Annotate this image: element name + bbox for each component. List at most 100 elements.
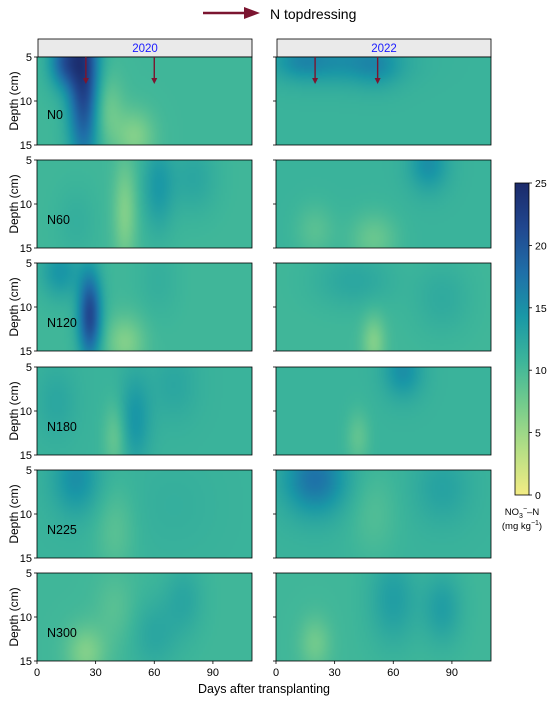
colorbar-label-main: NO: [505, 507, 519, 518]
y-tick-label: 5: [26, 52, 32, 64]
heatmap-image: [37, 367, 252, 455]
topdressing-legend: N topdressing: [203, 6, 356, 22]
topdressing-arrow-2022-day-20: [312, 57, 319, 84]
x-axis-2020: 0 30 60 90: [34, 661, 219, 679]
y-tick-label: 10: [20, 96, 32, 108]
x-axis-label: Days after transplanting: [198, 682, 330, 696]
topdressing-arrows: [82, 57, 381, 84]
y-axis-label: Depth (cm): [7, 71, 21, 130]
y-axis-row-3: 5 10 15 Depth (cm): [7, 258, 276, 358]
colorbar-label: NO3−–N: [505, 506, 540, 520]
y-axis-row-5: 5 10 15 Depth (cm): [7, 465, 276, 565]
x-tick-label: 60: [387, 667, 399, 679]
y-tick-label: 5: [26, 362, 32, 374]
colorbar-label-sub: 3: [519, 513, 523, 520]
x-tick-label: 30: [90, 667, 102, 679]
colorbar-tick-label: 10: [535, 365, 547, 377]
year-header-2022: 2022: [276, 38, 492, 58]
y-tick-label: 10: [20, 406, 32, 418]
y-tick-label: 5: [26, 155, 32, 167]
y-axis-label: Depth (cm): [7, 277, 21, 336]
heatmap-image: [37, 263, 252, 351]
heatmap-image: [37, 573, 252, 661]
panel-n0-2022: [275, 56, 492, 146]
panel-n0-2020: N0: [36, 56, 253, 146]
y-axes: 5 10 15 Depth (cm) 5 10 15 Depth (cm) 5 10 15 Depth…: [7, 52, 276, 668]
heatmap-image: [276, 573, 491, 661]
y-tick-label: 15: [20, 656, 32, 668]
topdressing-arrow-2020-day-60: [151, 57, 158, 84]
year-header-2020: 2020: [37, 38, 253, 58]
heatmap-image: [276, 57, 491, 145]
y-tick-label: 15: [20, 140, 32, 152]
colorbar-tick-label: 25: [535, 178, 547, 190]
heatmap-image: [276, 367, 491, 455]
x-axis-2022: 0 30 60 90: [273, 661, 458, 679]
treatment-label: N60: [47, 213, 70, 227]
panel-n180-2020: N180: [36, 366, 253, 456]
panel-n300-2020: N300: [36, 572, 253, 662]
y-axis-label: Depth (cm): [7, 174, 21, 233]
treatment-label: N180: [47, 420, 77, 434]
x-tick-label: 30: [329, 667, 341, 679]
colorbar-gradient: [514, 182, 530, 496]
x-tick-label: 0: [273, 667, 279, 679]
y-tick-label: 10: [20, 199, 32, 211]
y-tick-label: 15: [20, 243, 32, 255]
heatmap-image: [37, 57, 252, 145]
y-tick-label: 10: [20, 302, 32, 314]
y-tick-label: 15: [20, 346, 32, 358]
panel-n180-2022: [275, 366, 492, 456]
treatment-label: N0: [47, 108, 63, 122]
panel-n120-2020: N120: [36, 262, 253, 352]
colorbar-label-rest: –N: [527, 507, 539, 518]
heatmap-image: [276, 263, 491, 351]
y-tick-label: 5: [26, 568, 32, 580]
treatment-label: N225: [47, 523, 77, 537]
y-axis-row-1: 5 10 15 Depth (cm): [7, 52, 276, 152]
x-axes: 0 30 60 90 0 30 60 90: [34, 661, 458, 679]
colorbar-label-sup: −: [523, 506, 527, 513]
y-axis-row-6: 5 10 15 Depth (cm): [7, 568, 276, 668]
heatmap-image: [276, 470, 491, 558]
y-tick-label: 15: [20, 553, 32, 565]
heatmap-image: [37, 470, 252, 558]
heatmap-image: [37, 160, 252, 248]
colorbar-tick-label: 0: [535, 490, 541, 502]
y-tick-label: 10: [20, 509, 32, 521]
colorbar-ticks: 0 5 10 15 20 25: [529, 178, 547, 502]
colorbar-tick-label: 15: [535, 303, 547, 315]
colorbar-unit-prefix: (mg kg: [502, 521, 531, 532]
y-axis-row-4: 5 10 15 Depth (cm): [7, 362, 276, 462]
x-tick-label: 0: [34, 667, 40, 679]
panel-n300-2022: [275, 572, 492, 662]
topdressing-arrow-2020-day-25: [82, 57, 89, 84]
colorbar-tick-label: 5: [535, 428, 541, 440]
x-tick-label: 90: [446, 667, 458, 679]
y-axis-label: Depth (cm): [7, 381, 21, 440]
heatmap-image: [276, 160, 491, 248]
colorbar-unit-sup: −1: [531, 520, 539, 527]
y-tick-label: 15: [20, 450, 32, 462]
colorbar-unit-suffix: ): [539, 521, 542, 532]
topdressing-legend-label: N topdressing: [270, 6, 356, 22]
y-axis-label: Depth (cm): [7, 587, 21, 646]
x-tick-label: 90: [207, 667, 219, 679]
topdressing-legend-arrow-head: [244, 7, 260, 19]
y-axis-row-2: 5 10 15 Depth (cm): [7, 155, 276, 255]
year-header-2020-label: 2020: [132, 43, 158, 55]
treatment-label: N300: [47, 626, 77, 640]
x-tick-label: 60: [148, 667, 160, 679]
y-tick-label: 10: [20, 612, 32, 624]
heatmap-panels: N0 N60 N120 N180 N225 N300: [36, 56, 492, 662]
panel-n60-2020: N60: [36, 159, 253, 249]
year-header-2022-label: 2022: [371, 43, 397, 55]
colorbar-unit: (mg kg−1): [502, 520, 542, 532]
colorbar-tick-label: 20: [535, 240, 547, 252]
topdressing-arrow-2022-day-52: [374, 57, 381, 84]
y-tick-label: 5: [26, 465, 32, 477]
y-tick-label: 5: [26, 258, 32, 270]
y-axis-label: Depth (cm): [7, 484, 21, 543]
panel-n60-2022: [275, 159, 492, 249]
